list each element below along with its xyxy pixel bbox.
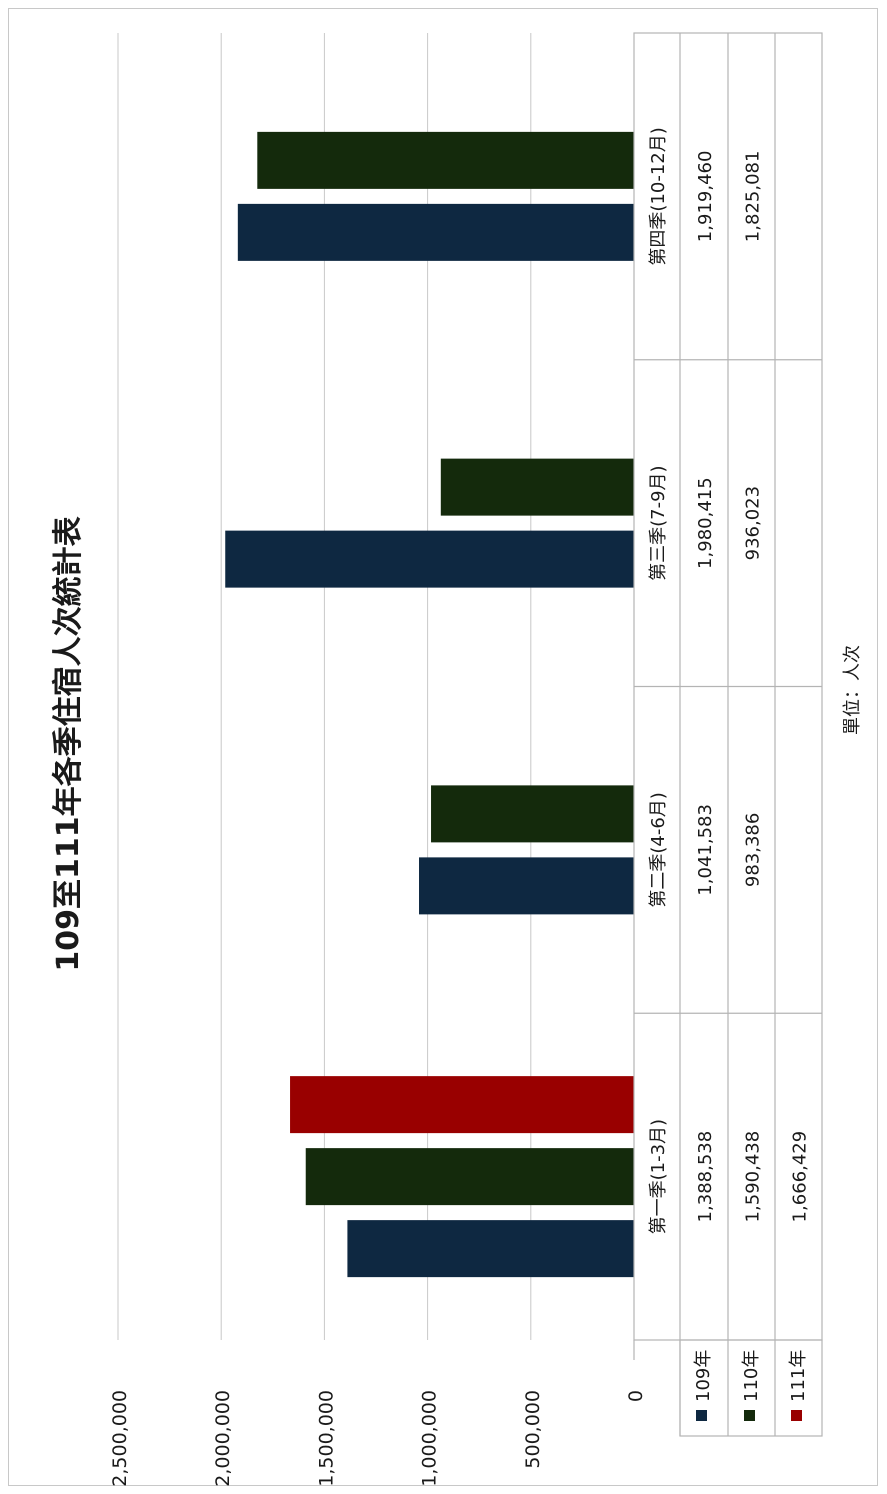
data-label: 936,023 xyxy=(743,486,764,560)
data-label: 1,980,415 xyxy=(695,477,716,569)
legend-label: 110年 xyxy=(741,1350,762,1402)
data-label: 983,386 xyxy=(743,813,764,887)
legend-swatch xyxy=(791,1410,802,1421)
data-label: 1,666,429 xyxy=(790,1131,811,1223)
unit-note: 單位：人次 xyxy=(842,645,863,735)
bar xyxy=(419,857,634,915)
bar xyxy=(440,458,634,516)
data-table-legend-border xyxy=(679,1339,823,1437)
data-label: 1,041,583 xyxy=(695,804,716,896)
data-label: 1,825,081 xyxy=(743,151,764,243)
bar xyxy=(225,530,634,588)
legend-swatch xyxy=(696,1410,707,1421)
category-label: 第二季(4-6月) xyxy=(648,792,669,907)
y-tick-label: 1,000,000 xyxy=(419,1390,441,1487)
y-tick-label: 2,000,000 xyxy=(212,1390,234,1487)
data-label: 1,388,538 xyxy=(695,1131,716,1223)
legend-swatch xyxy=(744,1410,755,1421)
legend-label: 109年 xyxy=(693,1350,714,1402)
y-tick-label: 2,500,000 xyxy=(109,1390,131,1487)
bar xyxy=(347,1220,634,1278)
chart-title: 109至111年各季住宿人次統計表 xyxy=(51,516,86,971)
bar xyxy=(237,203,634,261)
y-tick-label: 1,500,000 xyxy=(315,1390,337,1487)
y-tick-label: 0 xyxy=(625,1390,647,1402)
bar xyxy=(257,131,634,189)
bar xyxy=(431,785,634,843)
data-label: 1,919,460 xyxy=(695,151,716,243)
category-label: 第三季(7-9月) xyxy=(648,465,669,580)
category-label: 第一季(1-3月) xyxy=(648,1119,669,1234)
category-label: 第四季(10-12月) xyxy=(648,127,669,265)
bar xyxy=(290,1076,634,1134)
y-tick-label: 500,000 xyxy=(522,1390,544,1469)
data-label: 1,590,438 xyxy=(743,1131,764,1223)
legend-label: 111年 xyxy=(788,1350,809,1402)
bar xyxy=(305,1148,634,1206)
